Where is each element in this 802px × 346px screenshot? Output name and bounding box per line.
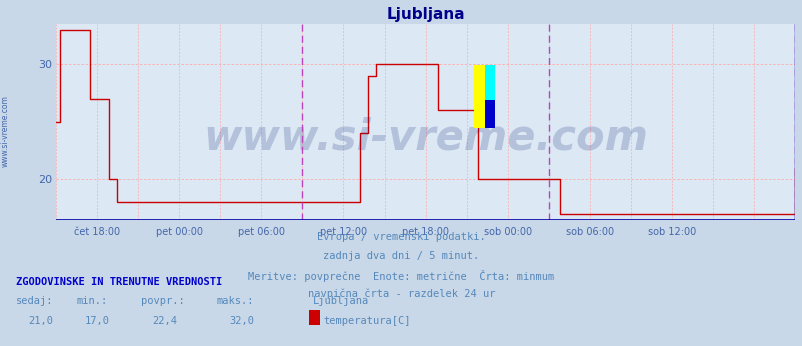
- Text: temperatura[C]: temperatura[C]: [323, 316, 411, 326]
- Text: 22,4: 22,4: [152, 316, 177, 326]
- Bar: [484, 100, 494, 128]
- Text: min.:: min.:: [76, 297, 107, 307]
- Text: www.si-vreme.com: www.si-vreme.com: [203, 117, 647, 158]
- Text: Ljubljana: Ljubljana: [313, 297, 369, 307]
- Text: ZGODOVINSKE IN TRENUTNE VREDNOSTI: ZGODOVINSKE IN TRENUTNE VREDNOSTI: [16, 277, 222, 288]
- Text: maks.:: maks.:: [217, 297, 254, 307]
- Text: Meritve: povprečne  Enote: metrične  Črta: minmum: Meritve: povprečne Enote: metrične Črta:…: [248, 270, 554, 282]
- Text: sedaj:: sedaj:: [16, 297, 54, 307]
- Text: navpična črta - razdelek 24 ur: navpična črta - razdelek 24 ur: [307, 289, 495, 299]
- Text: Evropa / vremenski podatki.: Evropa / vremenski podatki.: [317, 232, 485, 242]
- Text: 21,0: 21,0: [28, 316, 53, 326]
- Bar: [484, 65, 494, 100]
- Text: povpr.:: povpr.:: [140, 297, 184, 307]
- Text: zadnja dva dni / 5 minut.: zadnja dva dni / 5 minut.: [323, 251, 479, 261]
- Bar: [474, 65, 484, 128]
- Text: 32,0: 32,0: [229, 316, 253, 326]
- Text: 17,0: 17,0: [84, 316, 109, 326]
- Text: www.si-vreme.com: www.si-vreme.com: [1, 95, 10, 167]
- Title: Ljubljana: Ljubljana: [386, 7, 464, 22]
